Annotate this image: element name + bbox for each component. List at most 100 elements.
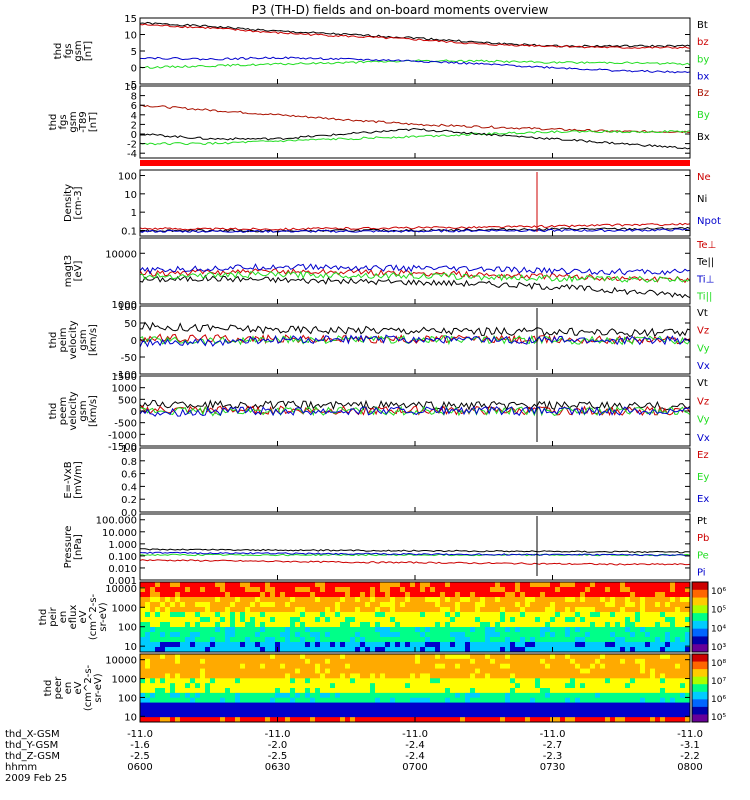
heatmap-cell xyxy=(425,712,431,718)
heatmap-cell xyxy=(425,592,431,598)
y-axis-label-line: [km/s] xyxy=(88,324,99,356)
heatmap-cell xyxy=(505,597,511,603)
heatmap-cell xyxy=(225,607,231,613)
heatmap-cell xyxy=(450,683,456,689)
heatmap-cell xyxy=(160,582,166,588)
heatmap-cell xyxy=(475,692,481,699)
heatmap-cell xyxy=(175,663,181,670)
heatmap-cell xyxy=(285,688,291,694)
heatmap-cell xyxy=(150,612,156,618)
heatmap-cell xyxy=(615,717,621,723)
heatmap-cell xyxy=(200,673,206,679)
heatmap-cell xyxy=(160,587,166,593)
heatmap-cell xyxy=(600,642,606,648)
heatmap-cell xyxy=(260,678,266,684)
heatmap-cell xyxy=(545,702,551,708)
heatmap-cell xyxy=(645,587,651,593)
heatmap-cell xyxy=(680,617,686,623)
heatmap-cell xyxy=(345,692,351,699)
heatmap-cell xyxy=(685,702,691,708)
heatmap-cell xyxy=(255,683,261,689)
heatmap-cell xyxy=(245,712,251,718)
heatmap-cell xyxy=(560,663,566,670)
heatmap-cell xyxy=(250,692,256,699)
heatmap-cell xyxy=(315,617,321,623)
series-line-pressure-2 xyxy=(139,553,691,557)
y-tick-label: 10000 xyxy=(105,584,137,595)
heatmap-cell xyxy=(610,702,616,708)
heatmap-cell xyxy=(450,582,456,588)
heatmap-cell xyxy=(355,683,361,689)
y-tick-label: 10000 xyxy=(105,249,137,260)
heatmap-cell xyxy=(320,717,326,723)
heatmap-cell xyxy=(190,683,196,689)
y-tick-label: -2 xyxy=(127,140,137,151)
heatmap-cell xyxy=(405,663,411,670)
heatmap-cell xyxy=(560,717,566,723)
heatmap-cell xyxy=(290,632,296,638)
heatmap-cell xyxy=(585,697,591,704)
heatmap-cell xyxy=(390,607,396,613)
heatmap-cell xyxy=(645,637,651,643)
heatmap-cell xyxy=(320,707,326,713)
heatmap-cell xyxy=(400,627,406,633)
heatmap-cell xyxy=(465,637,471,643)
heatmap-cell xyxy=(235,612,241,618)
heatmap-cell xyxy=(545,627,551,633)
heatmap-cell xyxy=(315,692,321,699)
heatmap-cell xyxy=(345,637,351,643)
heatmap-cell xyxy=(265,697,271,704)
heatmap-cell xyxy=(520,697,526,704)
heatmap-cell xyxy=(195,678,201,684)
heatmap-cell xyxy=(670,717,676,723)
heatmap-cell xyxy=(355,668,361,674)
heatmap-cell xyxy=(685,642,691,648)
heatmap-cell xyxy=(440,678,446,684)
y-axis-label-line: E=-VxB xyxy=(63,461,74,498)
heatmap-cell xyxy=(675,697,681,704)
heatmap-cell xyxy=(325,622,331,628)
heatmap-cell xyxy=(440,663,446,670)
heatmap-cell xyxy=(365,602,371,608)
heatmap-cell xyxy=(530,602,536,608)
heatmap-cell xyxy=(490,663,496,670)
heatmap-cell xyxy=(550,642,556,648)
heatmap-cell xyxy=(590,678,596,684)
y-tick-label: -500 xyxy=(114,419,137,430)
heatmap-cell xyxy=(355,642,361,648)
heatmap-cell xyxy=(185,647,191,653)
heatmap-cell xyxy=(580,647,586,653)
heatmap-cell xyxy=(300,587,306,593)
heatmap-cell xyxy=(345,688,351,694)
heatmap-cell xyxy=(200,663,206,670)
heatmap-cell xyxy=(605,697,611,704)
heatmap-cell xyxy=(630,592,636,598)
heatmap-cell xyxy=(330,702,336,708)
heatmap-cell xyxy=(275,654,281,660)
heatmap-cell xyxy=(340,688,346,694)
heatmap-cell xyxy=(220,712,226,718)
heatmap-cell xyxy=(470,582,476,588)
heatmap-cell xyxy=(225,654,231,660)
heatmap-cell xyxy=(290,612,296,618)
heatmap-cell xyxy=(500,712,506,718)
heatmap-cell xyxy=(500,673,506,679)
heatmap-cell xyxy=(520,683,526,689)
heatmap-cell xyxy=(385,587,391,593)
heatmap-cell xyxy=(555,683,561,689)
heatmap-cell xyxy=(155,683,161,689)
heatmap-cell xyxy=(240,663,246,670)
heatmap-cell xyxy=(665,642,671,648)
heatmap-cell xyxy=(235,712,241,718)
heatmap-cell xyxy=(495,668,501,674)
heatmap-cell xyxy=(530,617,536,623)
heatmap-cell xyxy=(280,678,286,684)
heatmap-cell xyxy=(450,647,456,653)
heatmap-cell xyxy=(420,612,426,618)
heatmap-cell xyxy=(590,654,596,660)
heatmap-cell xyxy=(170,592,176,598)
heatmap-cell xyxy=(605,617,611,623)
heatmap-cell xyxy=(535,702,541,708)
heatmap-cell xyxy=(180,622,186,628)
heatmap-cell xyxy=(685,717,691,723)
